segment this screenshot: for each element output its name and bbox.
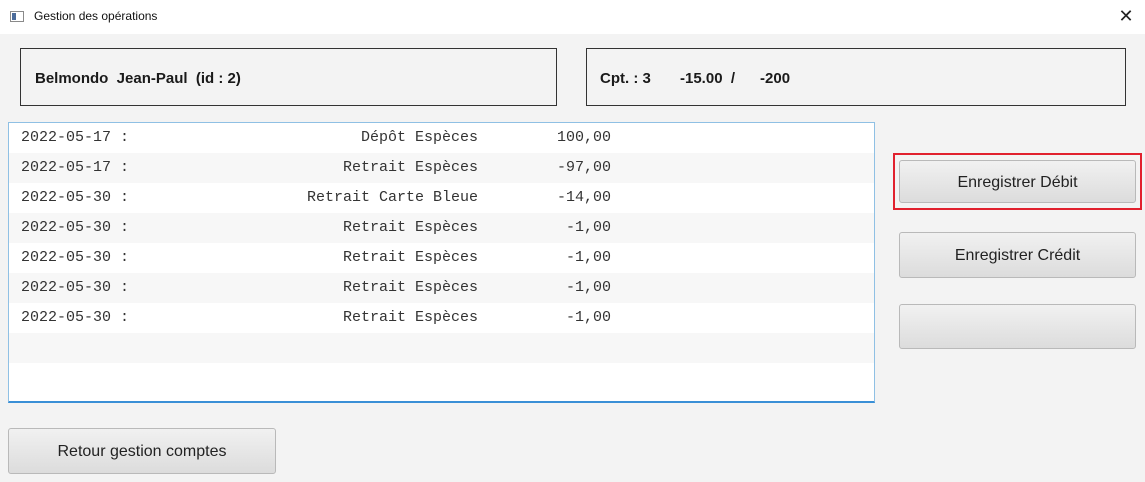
operation-amount: -1,00 bbox=[565, 249, 611, 266]
operation-date: 2022-05-17 : bbox=[21, 159, 130, 176]
operation-row[interactable]: 2022-05-30 : Retrait Espèces -1,00 bbox=[9, 243, 874, 273]
close-icon[interactable]: ✕ bbox=[1118, 6, 1134, 26]
operation-amount: -14,00 bbox=[556, 189, 611, 206]
empty-row bbox=[9, 333, 874, 363]
title-bar: Gestion des opérations ✕ bbox=[0, 0, 1145, 34]
operation-date: 2022-05-30 : bbox=[21, 279, 130, 296]
operation-row[interactable]: 2022-05-30 : Retrait Carte Bleue -14,00 bbox=[9, 183, 874, 213]
operation-label: Retrait Espèces bbox=[342, 309, 478, 326]
operation-date: 2022-05-30 : bbox=[21, 309, 130, 326]
operation-label: Retrait Espèces bbox=[342, 279, 478, 296]
client-info-label: Belmondo Jean-Paul (id : 2) bbox=[35, 70, 241, 87]
operation-amount: -97,00 bbox=[556, 159, 611, 176]
window-title: Gestion des opérations bbox=[34, 9, 158, 23]
operations-list[interactable]: 2022-05-17 : Dépôt Espèces 100,00 2022-05-1… bbox=[8, 122, 875, 403]
client-info-panel: Belmondo Jean-Paul (id : 2) bbox=[20, 48, 557, 106]
operation-row[interactable]: 2022-05-30 : Retrait Espèces -1,00 bbox=[9, 273, 874, 303]
operation-date: 2022-05-17 : bbox=[21, 129, 130, 146]
operation-label: Retrait Espèces bbox=[342, 159, 478, 176]
account-info-label: Cpt. : 3 -15.00 / -200 bbox=[600, 70, 791, 87]
operation-label: Retrait Carte Bleue bbox=[306, 189, 478, 206]
record-credit-button[interactable]: Enregistrer Crédit bbox=[899, 232, 1136, 278]
window-app-icon bbox=[10, 11, 24, 22]
operation-amount: -1,00 bbox=[565, 219, 611, 236]
debit-button-highlight bbox=[893, 153, 1142, 210]
unlabeled-button[interactable] bbox=[899, 304, 1136, 349]
operation-row[interactable]: 2022-05-30 : Retrait Espèces -1,00 bbox=[9, 213, 874, 243]
operation-amount: -1,00 bbox=[565, 279, 611, 296]
operation-row[interactable]: 2022-05-17 : Dépôt Espèces 100,00 bbox=[9, 123, 874, 153]
operation-label: Retrait Espèces bbox=[342, 219, 478, 236]
record-debit-button[interactable]: Enregistrer Débit bbox=[899, 160, 1136, 203]
operation-row[interactable]: 2022-05-17 : Retrait Espèces -97,00 bbox=[9, 153, 874, 183]
operation-date: 2022-05-30 : bbox=[21, 189, 130, 206]
operation-date: 2022-05-30 : bbox=[21, 219, 130, 236]
operation-label: Retrait Espèces bbox=[342, 249, 478, 266]
operation-amount: 100,00 bbox=[556, 129, 611, 146]
operation-date: 2022-05-30 : bbox=[21, 249, 130, 266]
operation-label: Dépôt Espèces bbox=[360, 129, 478, 146]
operation-amount: -1,00 bbox=[565, 309, 611, 326]
account-info-panel: Cpt. : 3 -15.00 / -200 bbox=[586, 48, 1126, 106]
return-accounts-button[interactable]: Retour gestion comptes bbox=[8, 428, 276, 474]
operation-row[interactable]: 2022-05-30 : Retrait Espèces -1,00 bbox=[9, 303, 874, 333]
